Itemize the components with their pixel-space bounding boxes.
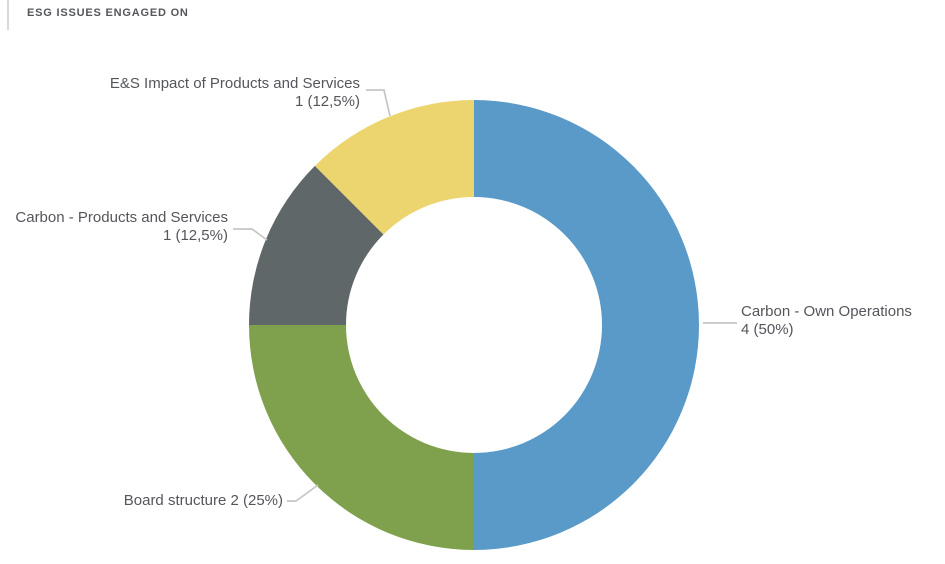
callout-value: 2 (25%) bbox=[230, 492, 283, 509]
donut-segment-es-impact-products-services[interactable] bbox=[314, 100, 474, 235]
callout-es-impact-products-services: E&S Impact of Products and Services 1 (1… bbox=[110, 75, 360, 111]
callout-carbon-own-operations: Carbon - Own Operations 4 (50%) bbox=[741, 303, 912, 339]
callout-label: Carbon - Products and Services bbox=[15, 209, 228, 226]
leader-line-carbon-products-icon bbox=[233, 228, 268, 241]
chart-title: ESG ISSUES ENGAGED ON bbox=[27, 7, 189, 19]
callout-value: 1 (12,5%) bbox=[294, 93, 360, 110]
donut-segment-board-structure[interactable] bbox=[249, 325, 474, 550]
callout-board-structure: Board structure 2 (25%) bbox=[124, 492, 283, 510]
donut-segment-carbon-own-operations[interactable] bbox=[474, 100, 699, 550]
callout-label: E&S Impact of Products and Services bbox=[109, 75, 360, 92]
leader-line-board-structure-icon bbox=[287, 484, 319, 502]
donut-segment-carbon-products-services[interactable] bbox=[249, 165, 384, 325]
callout-label: Board structure bbox=[123, 492, 227, 509]
callout-label: Carbon - Own Operations bbox=[741, 303, 912, 320]
callout-value: 4 (50%) bbox=[741, 321, 794, 338]
leader-lines-group bbox=[233, 89, 737, 502]
title-accent-bar bbox=[7, 0, 9, 30]
callout-value: 1 (12,5%) bbox=[162, 227, 228, 244]
donut-segments-group bbox=[249, 100, 699, 550]
callout-carbon-products-services: Carbon - Products and Services 1 (12,5%) bbox=[15, 209, 228, 245]
leader-line-es-impact-icon bbox=[366, 89, 391, 117]
